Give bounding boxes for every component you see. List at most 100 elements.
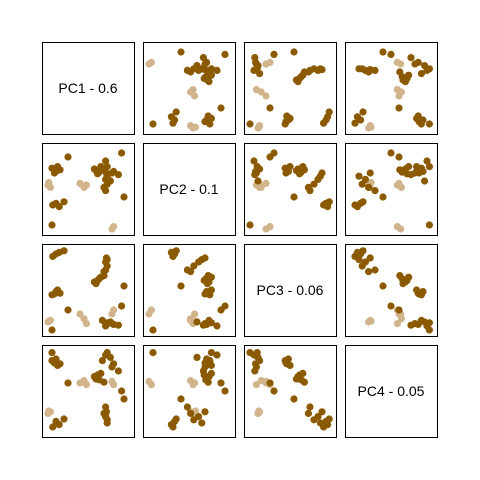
scatter-point-dark [103,408,110,415]
scatter-point-dark [201,408,208,415]
scatter-point-light [45,407,52,414]
scatter-point-dark [301,166,308,173]
scatter-point-dark [254,177,261,184]
scatter-point-dark [107,318,114,325]
scatter-point-dark [187,410,194,417]
scatter-point-light [255,124,262,131]
scatter-point-dark [362,176,369,183]
scatter-point-dark [387,302,394,309]
scatter-point-light [110,223,117,230]
panel-PC2-vs-PC4 [346,144,438,236]
scatter-point-dark [395,153,402,160]
scatter-point-light [191,92,198,99]
scatter-point-dark [367,66,374,73]
scatter-point-dark [426,221,433,228]
scatter-point-dark [193,354,200,361]
scatter-point-dark [407,322,414,329]
scatter-point-light [45,179,52,186]
scatter-point-dark [252,360,259,367]
panel-PC4-vs-PC2 [144,346,236,438]
scatter-point-dark [56,421,63,428]
scatter-point-dark [246,120,253,127]
scatter-point-dark [367,169,374,176]
scatter-point-dark [208,370,215,377]
scatter-point-dark [426,326,433,333]
scatter-point-dark [405,274,412,281]
scatter-point-dark [177,282,184,289]
scatter-point-dark [359,108,366,115]
scatter-point-dark [115,322,122,329]
scatter-point-dark [379,282,386,289]
scatter-point-dark [270,51,277,58]
scatter-point-dark [56,360,63,367]
scatter-point-dark [97,370,104,377]
scatter-point-dark [326,198,333,205]
scatter-point-dark [270,149,277,156]
scatter-point-dark [379,48,386,55]
panel-PC3-vs-PC4 [346,245,438,337]
scatter-point-dark [118,149,125,156]
scatter-point-dark [387,149,394,156]
scatter-point-dark [359,198,366,205]
scatter-point-dark [426,120,433,127]
scatter-point-dark [359,247,366,254]
scatter-point-dark [100,379,107,386]
panel-frame [346,144,438,236]
scatter-point-dark [64,306,71,313]
scatter-point-light [148,381,155,388]
scatter-point-dark [173,247,180,254]
scatter-point-dark [208,349,215,356]
scatter-point-dark [251,367,258,374]
scatter-point-dark [200,322,207,329]
panel-PC1-vs-PC1: PC1 - 0.6 [43,43,135,135]
scatter-point-light [394,181,401,188]
scatter-point-dark [306,403,313,410]
scatter-point-light [148,59,155,66]
scatter-point-dark [283,166,290,173]
scatter-point-dark [64,153,71,160]
scatter-point-dark [118,387,125,394]
scatter-point-dark [56,290,63,297]
scatter-point-light [253,86,260,93]
scatter-point-dark [200,54,207,61]
scatter-point-dark [246,221,253,228]
scatter-point-dark [299,370,306,377]
scatter-point-dark [251,54,258,61]
scatter-point-dark [421,177,428,184]
scatter-point-dark [405,163,412,170]
scatter-point-light [395,92,402,99]
scatter-point-light [76,379,83,386]
scatter-point-dark [387,51,394,58]
panel-PC4-vs-PC4: PC4 - 0.05 [346,346,438,438]
scatter-point-dark [193,318,200,325]
scatter-point-dark [354,113,361,120]
scatter-point-dark [120,282,127,289]
panel-PC2-vs-PC2: PC2 - 0.1 [144,144,236,236]
scatter-point-dark [355,65,362,72]
scatter-point-dark [290,193,297,200]
scatter-point-dark [149,326,156,333]
panels-layer: PC1 - 0.6PC2 - 0.1PC3 - 0.06PC4 - 0.05 [43,43,438,438]
scatter-point-dark [173,108,180,115]
scatter-point-dark [221,51,228,58]
scatter-point-dark [64,379,71,386]
scatter-point-dark [379,193,386,200]
scatter-point-dark [149,120,156,127]
scatter-point-dark [251,171,258,178]
scatter-point-dark [283,112,290,119]
scatter-point-dark [221,302,228,309]
scatter-point-dark [283,360,290,367]
scatter-point-light [83,181,90,188]
scatter-point-dark [301,379,308,386]
scatter-point-light [394,320,401,327]
scatter-point-light [266,59,273,66]
scatter-point-dark [173,415,180,422]
scatter-point-dark [48,326,55,333]
scatter-point-dark [201,66,208,73]
scatter-point-light [83,381,90,388]
scatter-point-dark [221,387,228,394]
panel-frame [144,43,236,135]
panel-PC1-vs-PC2 [144,43,236,135]
scatter-point-dark [407,54,414,61]
